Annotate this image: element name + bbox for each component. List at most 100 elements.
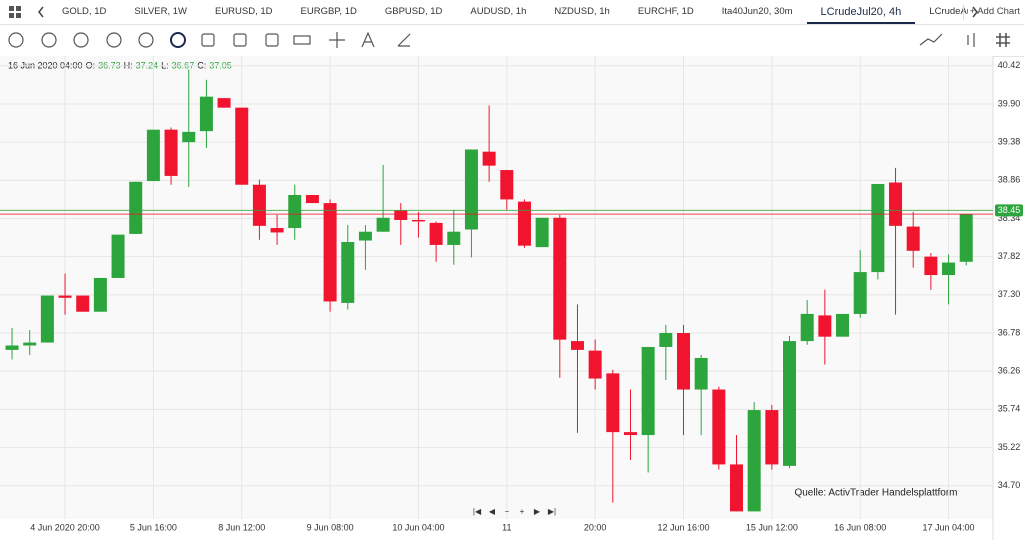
candle-body <box>676 333 690 390</box>
tool-icon[interactable] <box>996 33 1010 47</box>
tab-list: GOLD, 1D SILVER, 1W EURUSD, 1D EURGBP, 1D GB… <box>48 0 968 24</box>
x-tick-label: 8 Jun 12:00 <box>218 522 265 532</box>
candle-body <box>836 313 850 337</box>
candle-body <box>570 341 584 350</box>
x-tick-label: 10 Jun 04:00 <box>392 522 444 532</box>
candle-body <box>235 107 249 185</box>
tool-icon[interactable] <box>170 32 186 48</box>
add-chart[interactable]: + Add Chart <box>962 4 1020 20</box>
tool-icon[interactable] <box>41 32 57 48</box>
chart-tab[interactable]: AUDUSD, 1h <box>470 6 527 17</box>
candle-body <box>288 195 302 229</box>
nav-control[interactable]: − <box>505 507 510 516</box>
candle-body <box>464 149 478 230</box>
y-tick-label: 40.42 <box>998 60 1021 70</box>
candle-body <box>58 295 72 298</box>
chart-tab[interactable]: EURCHF, 1D <box>637 6 694 17</box>
chart: 16 Jun 2020 04:00 O: 36.73 H: 37.24 L: 36.67 C:… <box>0 56 1023 540</box>
tool-icon[interactable] <box>967 33 975 47</box>
menu-icon[interactable] <box>0 0 34 24</box>
price-label: 38.45 <box>998 205 1021 215</box>
chart-tab[interactable]: Ita40Jun20, 30m <box>721 6 793 17</box>
candle-body <box>182 131 196 143</box>
candle-body <box>5 345 19 350</box>
y-tick-label: 36.26 <box>998 366 1021 376</box>
nav-control[interactable]: ▶| <box>548 507 556 516</box>
candle-body <box>942 262 956 276</box>
y-tick-label: 38.86 <box>998 175 1021 185</box>
y-tick-label: 35.74 <box>998 404 1021 414</box>
chart-tab[interactable]: EURGBP, 1D <box>300 6 357 17</box>
y-tick-label: 38.34 <box>998 213 1021 223</box>
candle-body <box>482 151 496 166</box>
y-tick-label: 35.22 <box>998 442 1021 452</box>
candle-body <box>305 195 319 204</box>
nav-control[interactable]: ◀ <box>489 507 496 516</box>
candle-body <box>358 231 372 241</box>
candle-body <box>40 295 54 343</box>
price-label-box <box>995 204 1023 217</box>
chart-tab[interactable]: EURUSD, 1D <box>214 6 273 17</box>
candle-body <box>730 464 744 512</box>
x-tick-label: 15 Jun 12:00 <box>746 522 798 532</box>
candle-body <box>535 217 549 248</box>
candle-body <box>23 342 37 346</box>
candle-body <box>447 231 461 245</box>
y-tick-label: 36.78 <box>998 327 1021 337</box>
toolbar <box>0 31 1024 57</box>
tool-icon[interactable] <box>361 31 375 48</box>
plot-background <box>0 56 993 519</box>
chart-tab[interactable]: SILVER, 1W <box>134 6 187 17</box>
candle-body <box>800 313 814 342</box>
scroll-left[interactable] <box>34 0 48 24</box>
chart-tab[interactable]: NZDUSD, 1h <box>554 6 610 17</box>
tool-icon[interactable] <box>138 32 154 48</box>
tool-icon[interactable] <box>233 33 247 47</box>
candle-body <box>606 373 620 433</box>
candle-body <box>747 410 761 512</box>
candle-body <box>341 241 355 303</box>
tool-icon[interactable] <box>8 32 24 48</box>
candle-body <box>659 333 673 347</box>
x-tick-label: 20:00 <box>584 522 607 532</box>
tool-icon[interactable] <box>397 33 411 47</box>
candle-body <box>853 272 867 314</box>
candle-body <box>270 228 284 233</box>
candle-body <box>129 181 143 234</box>
candle-body <box>783 341 797 466</box>
tool-icon[interactable] <box>106 32 122 48</box>
tool-icon[interactable] <box>329 32 345 48</box>
y-tick-label: 37.82 <box>998 251 1021 261</box>
y-tick-label: 34.70 <box>998 480 1021 490</box>
candle-body <box>500 170 514 200</box>
nav-control[interactable]: |◀ <box>473 507 482 516</box>
tool-icon[interactable] <box>919 33 943 46</box>
chart-tab[interactable]: GOLD, 1D <box>62 6 107 17</box>
candle-body <box>111 234 125 278</box>
candle-body <box>252 184 266 226</box>
candle-body <box>906 226 920 251</box>
candle-body <box>411 219 425 222</box>
nav-control[interactable]: + <box>520 507 525 516</box>
candle-body <box>394 210 408 220</box>
chart-tab[interactable]: LCrudeJul20, 4h <box>806 0 916 24</box>
chart-tab[interactable]: LCrudeAug20, 4h <box>929 6 968 17</box>
chart-tab[interactable]: GBPUSD, 1D <box>384 6 443 17</box>
tool-icon[interactable] <box>201 33 215 47</box>
candle-body <box>765 410 779 465</box>
y-tick-label: 39.38 <box>998 137 1021 147</box>
tool-icon[interactable] <box>265 33 279 47</box>
candle-body <box>199 96 213 132</box>
tab-bar: GOLD, 1D SILVER, 1W EURUSD, 1D EURGBP, 1D GB… <box>0 0 1024 25</box>
nav-control[interactable]: ▶ <box>534 507 541 516</box>
candle-body <box>376 217 390 232</box>
x-tick-label: 11 <box>502 522 511 532</box>
scroll-right[interactable] <box>968 0 982 24</box>
candle-body <box>641 346 655 436</box>
tool-icon[interactable] <box>293 35 311 45</box>
x-tick-label: 12 Jun 16:00 <box>657 522 709 532</box>
candle-body <box>517 201 531 246</box>
tool-icon[interactable] <box>73 32 89 48</box>
y-tick-label: 37.30 <box>998 289 1021 299</box>
